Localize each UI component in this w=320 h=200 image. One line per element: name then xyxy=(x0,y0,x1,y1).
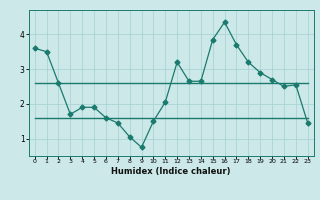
X-axis label: Humidex (Indice chaleur): Humidex (Indice chaleur) xyxy=(111,167,231,176)
